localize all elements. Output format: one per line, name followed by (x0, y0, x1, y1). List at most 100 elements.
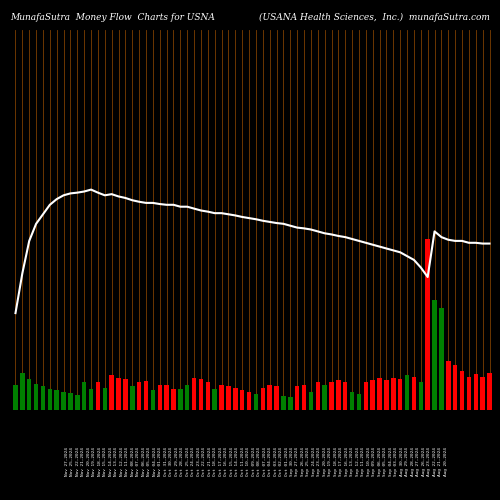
Text: Nov 20,2024: Nov 20,2024 (87, 448, 91, 476)
Bar (460, 372, 464, 410)
Text: MunafaSutra  Money Flow  Charts for USNA: MunafaSutra Money Flow Charts for USNA (10, 12, 215, 22)
Bar (144, 380, 148, 410)
Text: (USANA Health Sciences,  Inc.)  munafaSutra.com: (USANA Health Sciences, Inc.) munafaSutr… (259, 12, 490, 22)
Text: Nov 08,2024: Nov 08,2024 (131, 448, 135, 476)
Bar (82, 382, 86, 410)
Bar (308, 392, 313, 410)
Bar (302, 385, 306, 410)
Text: Nov 21,2024: Nov 21,2024 (82, 448, 86, 476)
Text: Oct 07,2024: Oct 07,2024 (262, 448, 266, 476)
Bar (295, 386, 300, 410)
Bar (370, 380, 375, 410)
Text: Sep 18,2024: Sep 18,2024 (334, 448, 338, 476)
Bar (412, 376, 416, 410)
Bar (14, 385, 18, 410)
Text: Sep 05,2024: Sep 05,2024 (383, 448, 387, 476)
Text: Oct 15,2024: Oct 15,2024 (230, 448, 234, 476)
Text: Sep 27,2024: Sep 27,2024 (296, 448, 300, 476)
Bar (27, 380, 32, 410)
Text: Sep 11,2024: Sep 11,2024 (362, 448, 366, 476)
Text: Oct 24,2024: Oct 24,2024 (191, 448, 195, 476)
Bar (123, 380, 128, 410)
Text: Oct 29,2024: Oct 29,2024 (174, 448, 178, 476)
Text: Oct 16,2024: Oct 16,2024 (224, 448, 228, 476)
Text: Oct 11,2024: Oct 11,2024 (240, 448, 244, 476)
Text: Oct 31,2024: Oct 31,2024 (164, 448, 168, 476)
Text: Nov 01,2024: Nov 01,2024 (158, 448, 162, 476)
Bar (466, 378, 471, 410)
Bar (398, 380, 402, 410)
Bar (288, 397, 292, 410)
Text: Aug 22,2024: Aug 22,2024 (432, 448, 436, 476)
Text: Aug 27,2024: Aug 27,2024 (416, 448, 420, 476)
Bar (247, 392, 252, 410)
Text: Nov 15,2024: Nov 15,2024 (104, 448, 108, 476)
Text: Nov 13,2024: Nov 13,2024 (114, 448, 118, 476)
Text: Nov 18,2024: Nov 18,2024 (98, 448, 102, 476)
Bar (480, 378, 485, 410)
Bar (226, 386, 230, 410)
Bar (40, 386, 45, 410)
Bar (158, 385, 162, 410)
Text: Sep 16,2024: Sep 16,2024 (345, 448, 349, 476)
Bar (178, 389, 182, 410)
Bar (350, 392, 354, 410)
Bar (343, 382, 347, 410)
Text: Aug 29,2024: Aug 29,2024 (405, 448, 409, 476)
Bar (48, 389, 52, 410)
Text: Sep 20,2024: Sep 20,2024 (323, 448, 327, 476)
Text: Aug 20,2024: Aug 20,2024 (444, 448, 448, 476)
Text: Oct 04,2024: Oct 04,2024 (268, 448, 272, 476)
Bar (322, 385, 327, 410)
Bar (274, 386, 279, 410)
Bar (426, 239, 430, 410)
Text: Sep 10,2024: Sep 10,2024 (367, 448, 371, 476)
Text: Aug 30,2024: Aug 30,2024 (400, 448, 404, 476)
Text: Oct 21,2024: Oct 21,2024 (208, 448, 212, 476)
Text: Nov 19,2024: Nov 19,2024 (92, 448, 96, 476)
Text: Oct 09,2024: Oct 09,2024 (252, 448, 256, 476)
Text: Oct 28,2024: Oct 28,2024 (180, 448, 184, 476)
Text: Nov 14,2024: Nov 14,2024 (109, 448, 113, 476)
Bar (281, 396, 285, 410)
Text: Nov 25,2024: Nov 25,2024 (70, 448, 74, 476)
Bar (96, 382, 100, 410)
Bar (316, 382, 320, 410)
Text: Oct 14,2024: Oct 14,2024 (235, 448, 239, 476)
Text: Nov 06,2024: Nov 06,2024 (142, 448, 146, 476)
Bar (185, 385, 190, 410)
Text: Aug 21,2024: Aug 21,2024 (438, 448, 442, 476)
Text: Aug 28,2024: Aug 28,2024 (410, 448, 414, 476)
Bar (192, 378, 196, 410)
Text: Sep 30,2024: Sep 30,2024 (290, 448, 294, 476)
Bar (54, 390, 59, 410)
Bar (68, 393, 72, 410)
Text: Oct 10,2024: Oct 10,2024 (246, 448, 250, 476)
Text: Nov 22,2024: Nov 22,2024 (76, 448, 80, 476)
Text: Sep 19,2024: Sep 19,2024 (328, 448, 332, 476)
Bar (206, 382, 210, 410)
Bar (439, 308, 444, 410)
Bar (130, 386, 134, 410)
Text: Oct 18,2024: Oct 18,2024 (213, 448, 217, 476)
Bar (254, 394, 258, 410)
Bar (432, 300, 437, 410)
Text: Sep 13,2024: Sep 13,2024 (350, 448, 354, 476)
Text: Oct 01,2024: Oct 01,2024 (284, 448, 288, 476)
Bar (220, 385, 224, 410)
Text: Oct 03,2024: Oct 03,2024 (274, 448, 278, 476)
Bar (198, 380, 203, 410)
Bar (378, 378, 382, 410)
Bar (62, 392, 66, 410)
Text: Sep 17,2024: Sep 17,2024 (340, 448, 344, 476)
Text: Nov 04,2024: Nov 04,2024 (152, 448, 156, 476)
Text: Oct 08,2024: Oct 08,2024 (257, 448, 261, 476)
Text: Sep 04,2024: Sep 04,2024 (388, 448, 392, 476)
Text: Sep 24,2024: Sep 24,2024 (312, 448, 316, 476)
Text: Nov 11,2024: Nov 11,2024 (126, 448, 130, 476)
Text: Oct 22,2024: Oct 22,2024 (202, 448, 206, 476)
Text: Oct 23,2024: Oct 23,2024 (196, 448, 200, 476)
Text: Aug 26,2024: Aug 26,2024 (422, 448, 426, 476)
Text: Oct 17,2024: Oct 17,2024 (218, 448, 222, 476)
Bar (75, 394, 80, 410)
